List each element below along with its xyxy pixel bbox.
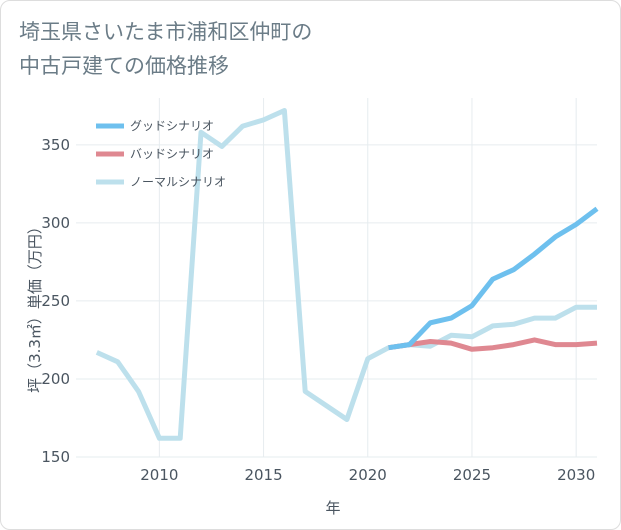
legend-label-0: グッドシナリオ [130, 119, 214, 133]
y-tick-250: 250 [41, 292, 70, 310]
y-tick-200: 200 [41, 370, 70, 388]
legend-label-2: ノーマルシナリオ [130, 175, 226, 189]
x-tick-2030: 2030 [557, 466, 595, 484]
x-tick-2020: 2020 [349, 466, 387, 484]
series-lines [95, 108, 599, 441]
series-line-2 [388, 206, 599, 351]
y-tick-labels: 150 200 250 300 350 [41, 136, 70, 466]
x-tick-2010: 2010 [140, 466, 178, 484]
y-tick-350: 350 [41, 136, 70, 154]
x-tick-labels: 2010 2015 2020 2025 2030 [140, 466, 595, 484]
series-line-1 [388, 337, 598, 352]
chart-title: 埼玉県さいたま市浦和区仲町の 中古戸建ての価格推移 [19, 15, 579, 83]
title-line-1: 埼玉県さいたま市浦和区仲町の [19, 20, 313, 44]
title-line-2: 中古戸建ての価格推移 [19, 54, 229, 78]
x-tick-2015: 2015 [244, 466, 282, 484]
series-line-0 [95, 108, 597, 441]
y-tick-300: 300 [41, 214, 70, 232]
x-axis-label: 年 [325, 499, 340, 517]
gridlines [76, 98, 597, 458]
legend-label-1: バッドシナリオ [130, 147, 214, 161]
y-tick-150: 150 [41, 448, 70, 466]
x-tick-2025: 2025 [453, 466, 491, 484]
y-axis-label: 坪（3.3㎡）単価（万円） [26, 219, 44, 393]
